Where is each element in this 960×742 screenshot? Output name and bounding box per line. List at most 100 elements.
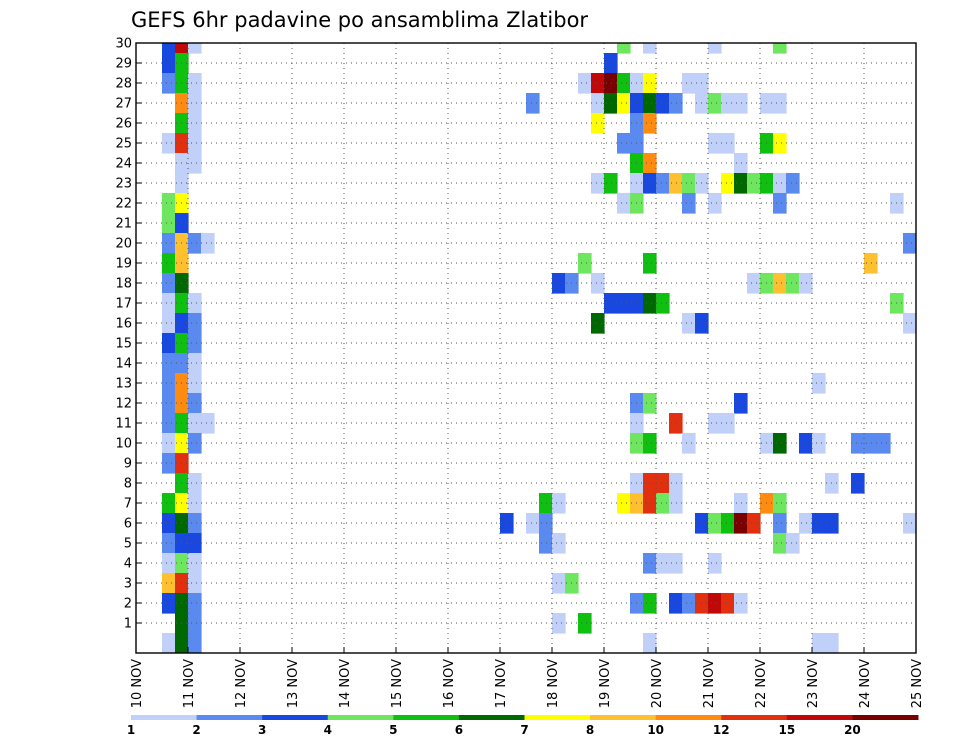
heatmap-cell [617, 43, 631, 54]
heatmap-cell [799, 513, 813, 534]
colorbar-label: 1 [127, 723, 135, 737]
heatmap-cell [877, 433, 891, 454]
heatmap-cell [188, 133, 202, 154]
y-tick-label: 10 [115, 437, 132, 452]
heatmap-cell [682, 173, 696, 194]
colorbar-swatch [393, 715, 460, 720]
y-tick-label: 1 [124, 617, 132, 632]
heatmap-cell [864, 433, 878, 454]
heatmap-cell [721, 413, 735, 434]
heatmap-cell [812, 633, 826, 653]
heatmap-cell [656, 93, 670, 114]
heatmap-cell [188, 93, 202, 114]
heatmap-cell [734, 593, 748, 614]
heatmap-cell [734, 493, 748, 514]
heatmap-cell [162, 533, 176, 554]
heatmap-cell [669, 493, 683, 514]
y-tick-label: 17 [115, 297, 132, 312]
heatmap-cell [188, 393, 202, 414]
heatmap-cell [539, 533, 553, 554]
heatmap-cell [682, 433, 696, 454]
y-tick-label: 22 [115, 197, 132, 212]
x-axis-ticks: 10 NOV 11 NOV 12 NOV 13 NOV 14 NOV 15 NOV 16 N… [130, 647, 925, 708]
x-tick-label: 12 NOV [234, 659, 249, 708]
colorbar-label: 5 [389, 723, 397, 737]
heatmap-cell [188, 233, 202, 254]
heatmap-cell [188, 413, 202, 434]
heatmap-cell [786, 173, 800, 194]
colorbar-label: 2 [192, 723, 200, 737]
heatmap-cell [786, 533, 800, 554]
heatmap-cell [669, 593, 683, 614]
heatmap-cell [682, 193, 696, 214]
heatmap-cell [201, 413, 215, 434]
y-tick-label: 16 [115, 317, 132, 332]
heatmap-cell [773, 533, 787, 554]
heatmap-cell [734, 153, 748, 174]
heatmap-cell [682, 593, 696, 614]
heatmap-cell [526, 513, 540, 534]
heatmap-cell [188, 373, 202, 394]
heatmap-cell [669, 413, 683, 434]
heatmap-cell [552, 613, 566, 634]
heatmap-cell [643, 433, 657, 454]
heatmap-cell [721, 513, 735, 534]
y-tick-label: 8 [124, 477, 132, 492]
heatmap-cell [604, 173, 618, 194]
heatmap-cell [162, 293, 176, 314]
heatmap-cell [617, 293, 631, 314]
heatmap-cell [188, 153, 202, 174]
colorbar-label: 15 [778, 723, 795, 737]
heatmap-cell [656, 473, 670, 494]
heatmap-cell [643, 293, 657, 314]
y-tick-label: 29 [115, 57, 132, 72]
colorbar-swatch [458, 715, 525, 720]
heatmap-cell [643, 113, 657, 134]
heatmap-cell [162, 413, 176, 434]
heatmap-cell [643, 73, 657, 94]
heatmap-cell [539, 513, 553, 534]
heatmap-cell [604, 53, 618, 74]
heatmap-cell [708, 193, 722, 214]
heatmap-cell [188, 43, 202, 54]
heatmap-cell [617, 493, 631, 514]
heatmap-cell [799, 433, 813, 454]
y-axis-ticks: 1234567891011121314151617181920212223242… [115, 37, 142, 632]
x-tick-label: 20 NOV [650, 659, 665, 708]
heatmap-cell [162, 193, 176, 214]
y-tick-label: 15 [115, 337, 132, 352]
heatmap-cell [643, 393, 657, 414]
heatmap-cell [604, 73, 618, 94]
colorbar-swatch [655, 715, 722, 720]
chart-title: GEFS 6hr padavine po ansamblima Zlatibor [131, 8, 588, 32]
y-tick-label: 30 [115, 37, 132, 52]
heatmap-cell [162, 373, 176, 394]
y-tick-label: 5 [124, 537, 132, 552]
heatmap-cell [162, 493, 176, 514]
heatmap-cell [903, 513, 916, 534]
heatmap-cell [773, 193, 787, 214]
heatmap-cell [162, 333, 176, 354]
heatmap-cell [643, 473, 657, 494]
y-tick-label: 2 [124, 597, 132, 612]
colorbar-label: 6 [455, 723, 463, 737]
heatmap-cell [162, 233, 176, 254]
heatmap-cell [162, 253, 176, 274]
colorbar-swatch [852, 715, 919, 720]
heatmap-cell [643, 173, 657, 194]
x-tick-label: 14 NOV [338, 659, 353, 708]
colorbar-label: 7 [520, 723, 528, 737]
heatmap-cell [591, 73, 605, 94]
heatmap-cell [708, 593, 722, 614]
heatmap-cell [734, 393, 748, 414]
x-tick-label: 11 NOV [182, 659, 197, 708]
heatmap-cell [643, 93, 657, 114]
heatmap-cell [188, 333, 202, 354]
x-tick-label: 19 NOV [598, 659, 613, 708]
heatmap-cell [578, 253, 592, 274]
heatmap-cell [162, 313, 176, 334]
heatmap-cell [643, 593, 657, 614]
colorbar-swatch [262, 715, 329, 720]
heatmap-cell [786, 273, 800, 294]
heatmap-cell [682, 313, 696, 334]
